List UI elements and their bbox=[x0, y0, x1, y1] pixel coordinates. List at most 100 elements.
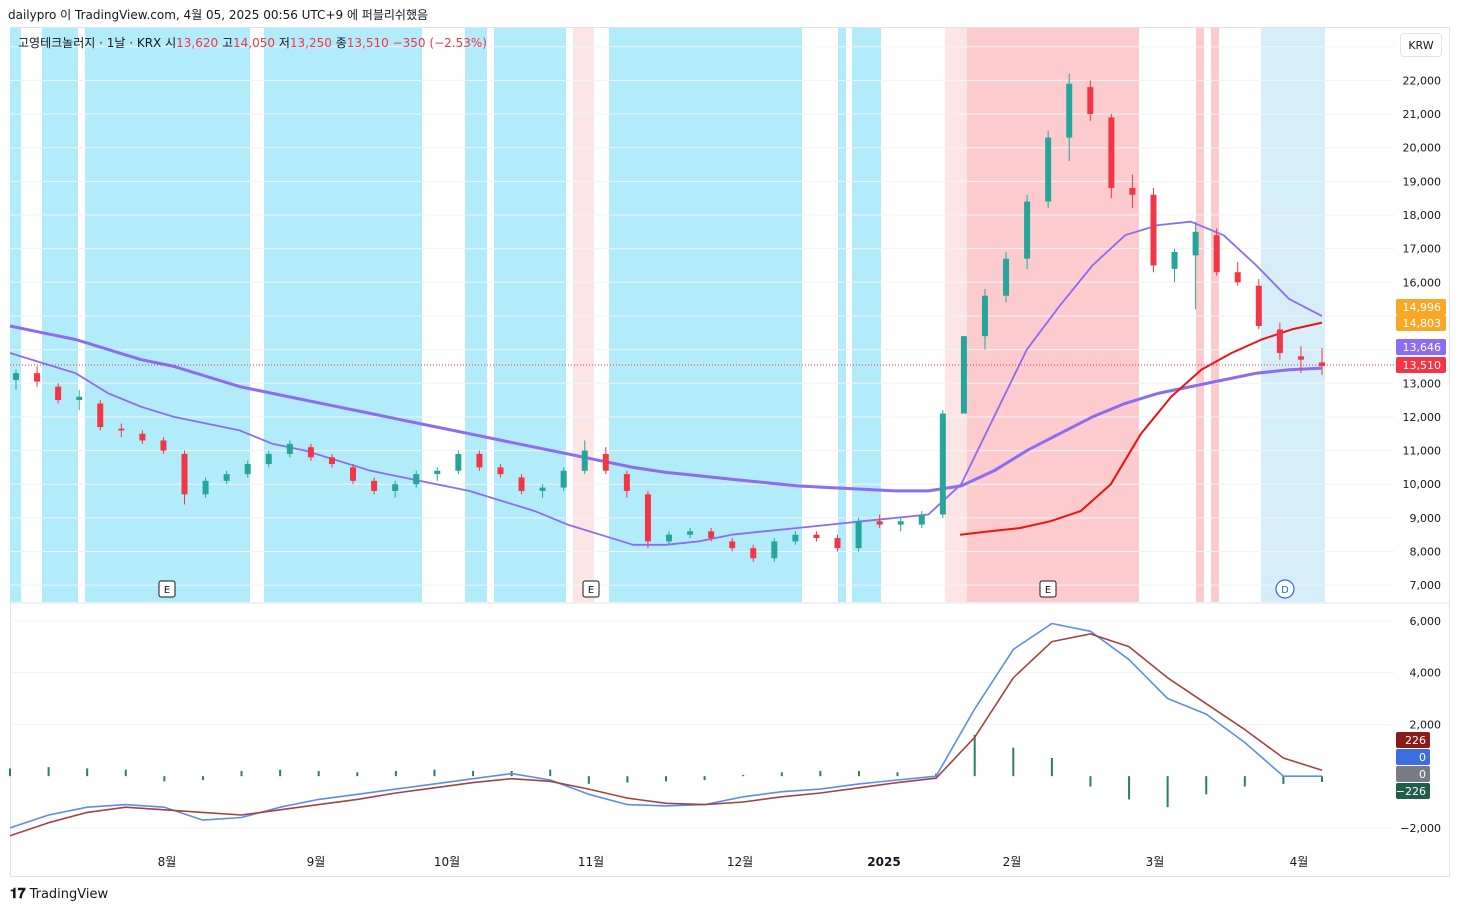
macd-label-3: −226 bbox=[1396, 785, 1426, 798]
hist-bar-23 bbox=[896, 772, 899, 777]
zone-band-12 bbox=[1196, 28, 1204, 602]
candle-body-60 bbox=[1276, 329, 1283, 353]
hist-bar-34 bbox=[1321, 776, 1323, 782]
time-tick-3: 11월 bbox=[578, 855, 604, 869]
hist-bar-27 bbox=[1050, 758, 1053, 777]
candle-body-56 bbox=[1192, 231, 1199, 256]
candle-body-39 bbox=[834, 538, 841, 549]
candle-body-26 bbox=[560, 470, 567, 488]
candle-layer bbox=[13, 73, 1325, 562]
price-tick-9: 16,000 bbox=[1403, 276, 1442, 289]
candle-body-50 bbox=[1066, 83, 1073, 138]
zone-band-0 bbox=[10, 28, 21, 602]
price-label-bg-1 bbox=[1396, 315, 1446, 331]
open-value: 13,620 bbox=[176, 36, 219, 50]
zone-band-13 bbox=[1211, 28, 1219, 602]
candle-body-8 bbox=[181, 453, 188, 495]
candle-body-11 bbox=[244, 464, 251, 475]
price-tick-15: 22,000 bbox=[1403, 74, 1442, 87]
macd-label-bg-3 bbox=[1396, 783, 1430, 799]
candle-body-35 bbox=[750, 548, 757, 559]
zone-band-8 bbox=[838, 28, 846, 602]
hist-bar-0 bbox=[9, 768, 11, 777]
ma-long-line bbox=[9, 324, 1323, 493]
tradingview-logo-icon: 𝟏𝟕 bbox=[10, 886, 26, 902]
hist-bar-16 bbox=[626, 776, 629, 783]
footer-brand[interactable]: 𝟏𝟕 TradingView bbox=[10, 886, 108, 902]
candle-body-12 bbox=[265, 453, 272, 465]
candle-body-37 bbox=[792, 534, 799, 542]
time-tick-5: 2025 bbox=[867, 855, 900, 869]
hist-bar-3 bbox=[124, 769, 127, 777]
hist-bar-31 bbox=[1205, 776, 1208, 795]
candle-body-1 bbox=[34, 373, 41, 382]
candle-body-42 bbox=[897, 521, 904, 525]
candle-body-38 bbox=[813, 534, 820, 539]
candle-body-23 bbox=[497, 467, 504, 475]
ma-short-line bbox=[959, 321, 1323, 536]
candle-body-33 bbox=[708, 531, 715, 539]
candle-body-27 bbox=[581, 450, 588, 471]
zone-band-10 bbox=[945, 28, 967, 602]
hist-bar-28 bbox=[1089, 776, 1092, 787]
price-axis: 7,000 8,000 9,000 10,000 11,000 12,000 13,000 1… bbox=[1400, 41, 1441, 835]
low-label: 저 bbox=[278, 36, 290, 50]
event-marker-label-0: E bbox=[164, 585, 170, 596]
candle-body-3 bbox=[76, 396, 83, 401]
price-tick-11: 18,000 bbox=[1403, 209, 1442, 222]
event-marker-label-3: D bbox=[1281, 585, 1289, 596]
price-label-1: 14,803 bbox=[1403, 317, 1442, 330]
candle-body-16 bbox=[350, 467, 357, 481]
candle-body-18 bbox=[392, 484, 399, 491]
macd-label-bg-0 bbox=[1396, 732, 1430, 748]
price-tick-6: 13,000 bbox=[1403, 377, 1442, 390]
close-value: 13,510 bbox=[346, 36, 389, 50]
macd-label-bg-2 bbox=[1396, 766, 1430, 782]
zone-band-2 bbox=[85, 28, 250, 602]
open-label: 시 bbox=[165, 36, 177, 50]
zone-band-14 bbox=[1261, 28, 1325, 602]
hist-bar-33 bbox=[1282, 776, 1285, 784]
zone-band-7 bbox=[609, 28, 802, 602]
candle-body-40 bbox=[855, 521, 862, 549]
price-tick-3: 10,000 bbox=[1403, 478, 1442, 491]
hist-bar-1 bbox=[47, 767, 50, 777]
price-label-0: 14,996 bbox=[1403, 301, 1442, 314]
attribution-line: dailypro 이 TradingView.com, 4월 05, 2025 … bbox=[8, 8, 429, 22]
candle-body-45 bbox=[960, 336, 967, 414]
macd-label-0: 226 bbox=[1405, 734, 1426, 747]
hist-bar-10 bbox=[394, 770, 397, 777]
zone-band-3 bbox=[264, 28, 422, 602]
zone-band-5 bbox=[494, 28, 566, 602]
hist-bar-19 bbox=[742, 774, 745, 777]
symbol-name[interactable]: 고영테크놀러지 · 1날 · KRX bbox=[18, 36, 162, 50]
hist-bar-11 bbox=[433, 769, 436, 777]
macd-layer bbox=[9, 622, 1323, 837]
candle-body-28 bbox=[602, 453, 609, 471]
candle-body-0 bbox=[13, 373, 19, 380]
hist-bar-18 bbox=[703, 776, 706, 781]
hist-bar-5 bbox=[201, 776, 204, 781]
candle-body-13 bbox=[286, 443, 293, 454]
macd-label-bg-1 bbox=[1396, 749, 1430, 765]
zone-band-1 bbox=[42, 28, 78, 602]
candle-body-25 bbox=[539, 487, 546, 491]
signal-line bbox=[9, 633, 1323, 837]
hist-bar-12 bbox=[472, 770, 475, 777]
candle-body-59 bbox=[1255, 285, 1262, 327]
price-label-bg-0 bbox=[1396, 299, 1446, 315]
high-value: 14,050 bbox=[233, 36, 276, 50]
grid-layer bbox=[10, 46, 1394, 829]
macd-label-2: 0 bbox=[1419, 768, 1426, 781]
candle-body-36 bbox=[771, 541, 778, 559]
event-marker-label-2: E bbox=[1045, 585, 1051, 596]
candle-body-30 bbox=[644, 494, 651, 542]
candle-body-15 bbox=[328, 457, 335, 465]
earnings-marker-0 bbox=[158, 580, 176, 598]
close-label: 종 bbox=[335, 36, 347, 50]
candle-body-55 bbox=[1171, 252, 1178, 269]
candle-body-19 bbox=[413, 474, 420, 485]
currency-button[interactable]: KRW bbox=[1400, 33, 1442, 57]
